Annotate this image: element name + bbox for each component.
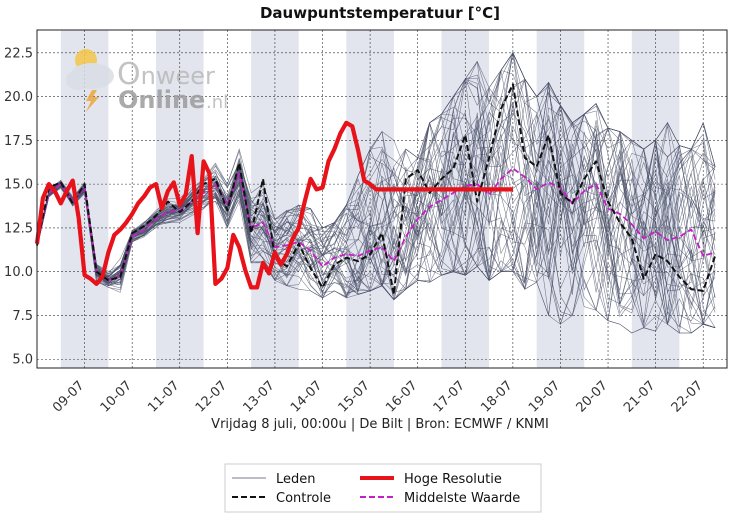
main-series xyxy=(34,83,717,296)
x-tick-label: 19-07 xyxy=(526,378,563,415)
ensemble-member-line xyxy=(36,139,716,334)
y-tick-label: 10.0 xyxy=(4,265,33,280)
legend-box xyxy=(224,463,542,513)
plot-area: Onweer Online .nl xyxy=(34,29,728,369)
x-tick-label: 11-07 xyxy=(145,378,182,415)
x-axis-ticks: 09-07 10-07 11-07 12-07 13-07 14-07 15-07 16-07… xyxy=(50,378,706,415)
cloud-sun-icon xyxy=(66,49,114,112)
legend-label-leden: Leden xyxy=(276,472,316,487)
x-tick-label: 15-07 xyxy=(336,378,373,415)
x-tick-label: 21-07 xyxy=(621,378,658,415)
plot-border xyxy=(36,29,728,369)
legend: Leden Hoge Resolutie Controle Middelste … xyxy=(224,463,542,513)
y-tick-label: 7.5 xyxy=(12,309,33,324)
x-tick-label: 17-07 xyxy=(431,378,468,415)
ensemble-member-line xyxy=(36,51,716,287)
watermark-text-part1: Onweer xyxy=(117,57,215,92)
legend-label-controle: Controle xyxy=(276,491,331,506)
series-line-hoge-resolutie xyxy=(34,120,513,290)
watermark-text-part3: .nl xyxy=(206,92,228,113)
y-axis-ticks: 5.0 7.5 10.0 12.5 15.0 17.5 20.0 22.5 xyxy=(4,46,33,367)
y-tick-label: 20.0 xyxy=(4,90,33,105)
ensemble-member-line xyxy=(36,78,716,322)
x-tick-label: 20-07 xyxy=(574,378,611,415)
ensemble-member-line xyxy=(36,125,716,328)
x-tick-label: 22-07 xyxy=(669,378,706,415)
x-tick-label: 18-07 xyxy=(478,378,515,415)
ensemble-member-line xyxy=(36,52,716,296)
ensemble-member-line xyxy=(36,80,716,287)
x-axis-caption: Vrijdag 8 juli, 00:00u | De Bilt | Bron:… xyxy=(211,417,549,432)
x-tick-label: 12-07 xyxy=(193,378,230,415)
y-tick-label: 17.5 xyxy=(4,134,33,149)
x-tick-label: 13-07 xyxy=(240,378,277,415)
ensemble-member-line xyxy=(36,102,716,299)
x-tick-label: 16-07 xyxy=(383,378,420,415)
series-line-middelste-waarde xyxy=(36,167,716,282)
watermark-text-part2: Online xyxy=(118,86,205,114)
ensemble-member-line xyxy=(36,78,716,325)
x-tick-label: 09-07 xyxy=(50,378,87,415)
y-tick-label: 22.5 xyxy=(4,46,33,61)
ensemble-member-line xyxy=(36,51,716,282)
y-tick-label: 15.0 xyxy=(4,178,33,193)
y-tick-label: 5.0 xyxy=(12,353,33,368)
x-tick-label: 14-07 xyxy=(288,378,325,415)
gridlines xyxy=(37,30,727,368)
y-tick-label: 12.5 xyxy=(4,221,33,236)
legend-label-middelste-waarde: Middelste Waarde xyxy=(404,491,520,506)
watermark-logo: Onweer Online .nl xyxy=(66,49,228,114)
chart-title: Dauwpuntstemperatuur [°C] xyxy=(260,4,500,22)
legend-label-hoge-resolutie: Hoge Resolutie xyxy=(404,472,502,487)
x-tick-label: 10-07 xyxy=(98,378,135,415)
series-line-controle xyxy=(36,83,717,296)
ensemble-member-line xyxy=(36,78,716,287)
